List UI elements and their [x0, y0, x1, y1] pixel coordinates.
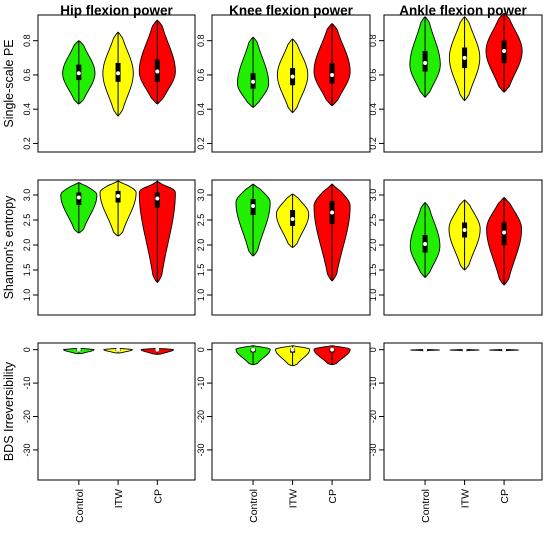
median-dot-cp-0-1 [330, 72, 335, 77]
panel-0-1-frame [211, 14, 371, 153]
panel-1-0-ytick-label: 2.0 [22, 239, 32, 252]
panel-1-2-ytick-label: 3.0 [368, 189, 378, 202]
median-dot-itw-0-0 [116, 71, 121, 76]
panel-1-1-ytick-label: 1.5 [196, 264, 206, 277]
median-dot-cp-0-0 [155, 69, 160, 74]
median-dot-cp-0-2 [502, 48, 507, 53]
panel-1-0-ytick-label: 3.0 [22, 189, 32, 202]
median-dot-control-1-1 [251, 204, 256, 208]
panel-1-0-frame [37, 179, 196, 316]
column-title-hip-flexion-power: Hip flexion power [60, 3, 173, 18]
panel-2-2-frame [383, 342, 543, 481]
panel-0-0-ytick-label: 0.6 [22, 69, 32, 82]
panel-0-0-ytick-label: 0.2 [22, 137, 32, 150]
panel-2-2-ytick-label: 0 [368, 347, 378, 352]
panel-2-1-ytick-label: -20 [196, 410, 206, 423]
panel-0-1-ytick-label: 0.2 [196, 137, 206, 150]
panel-1-0-ytick-label: 1.5 [22, 264, 32, 277]
panel-1-1-frame [211, 179, 371, 316]
median-dot-control-2-1 [251, 347, 256, 352]
median-dot-cp-1-2 [502, 230, 507, 235]
median-dot-cp-1-1 [330, 210, 335, 215]
panel-2-2-ytick-label: -30 [368, 443, 378, 456]
median-dot-itw-1-0 [116, 194, 121, 198]
median-dot-control-0-2 [423, 60, 428, 65]
panel-2-0-ytick-label: 0 [22, 347, 32, 352]
xtick-label-itw-0: ITW [113, 489, 125, 508]
row-label-single-scale-pe: Single-scale PE [2, 39, 16, 127]
panel-2-1-ytick-label: -10 [196, 377, 206, 390]
median-dot-control-1-0 [76, 195, 81, 200]
column-title-knee-flexion-power: Knee flexion power [229, 3, 354, 18]
row-label-bds-irreversibility: BDS Irreversibility [2, 361, 16, 461]
median-dot-cp-1-0 [155, 196, 160, 201]
xtick-label-cp-2: CP [499, 489, 511, 504]
panel-1-1-ytick-label: 3.0 [196, 189, 206, 202]
panel-0-1-ytick-label: 0.8 [196, 34, 206, 47]
xtick-label-itw-1: ITW [288, 489, 300, 508]
xtick-label-control-0: Control [74, 489, 86, 523]
row-label-shannon-s-entropy: Shannon's entropy [2, 195, 16, 300]
panel-1-0-ytick-label: 1.0 [22, 289, 32, 302]
median-dot-itw-0-2 [462, 55, 467, 60]
median-dot-itw-1-1 [290, 217, 295, 221]
panel-1-2-ytick-label: 2.5 [368, 214, 378, 227]
median-dot-itw-2-1 [290, 347, 295, 352]
panel-1-2-frame [383, 179, 543, 316]
xtick-label-cp-1: CP [327, 489, 339, 504]
panel-1-2-ytick-label: 1.5 [368, 264, 378, 277]
panel-0-1-ytick-label: 0.6 [196, 69, 206, 82]
panel-0-2-ytick-label: 0.4 [368, 103, 378, 116]
panel-0-0-ytick-label: 0.4 [22, 103, 32, 116]
panel-1-1-ytick-label: 1.0 [196, 289, 206, 302]
panel-0-2-frame [383, 14, 543, 153]
panel-2-1-frame [211, 342, 371, 481]
panel-2-1-ytick-label: -30 [196, 443, 206, 456]
xtick-label-control-2: Control [420, 489, 432, 523]
panel-0-2-ytick-label: 0.2 [368, 137, 378, 150]
panel-2-0-ytick-label: -10 [22, 377, 32, 390]
panel-2-0-frame [37, 342, 196, 481]
median-dot-cp-2-1 [330, 347, 335, 352]
panel-1-0-ytick-label: 2.5 [22, 214, 32, 227]
median-dot-control-1-2 [423, 242, 428, 246]
panel-0-1-ytick-label: 0.4 [196, 103, 206, 116]
median-dot-cp-2-2 [502, 348, 507, 353]
column-title-ankle-flexion-power: Ankle flexion power [399, 3, 527, 18]
panel-1-2-ytick-label: 1.0 [368, 289, 378, 302]
median-dot-cp-2-0 [155, 347, 160, 352]
median-dot-control-2-0 [76, 347, 81, 352]
panel-1-2-ytick-label: 2.0 [368, 239, 378, 252]
panel-2-0-ytick-label: -20 [22, 410, 32, 423]
xtick-label-control-1: Control [248, 489, 260, 523]
xtick-label-itw-2: ITW [460, 489, 472, 508]
median-dot-itw-0-1 [290, 74, 295, 79]
panel-1-1-ytick-label: 2.5 [196, 214, 206, 227]
median-dot-itw-2-2 [462, 348, 467, 353]
panel-2-2-ytick-label: -20 [368, 410, 378, 423]
median-dot-control-2-2 [423, 348, 428, 353]
median-dot-itw-1-2 [462, 228, 467, 232]
panel-0-0-ytick-label: 0.8 [22, 34, 32, 47]
panel-2-1-ytick-label: 0 [196, 347, 206, 352]
median-dot-control-0-0 [76, 71, 81, 76]
panel-0-2-ytick-label: 0.8 [368, 34, 378, 47]
panel-0-0-frame [37, 14, 196, 153]
panel-0-2-ytick-label: 0.6 [368, 69, 378, 82]
panel-1-1-ytick-label: 2.0 [196, 239, 206, 252]
median-dot-itw-2-0 [116, 347, 121, 352]
panel-2-2-ytick-label: -10 [368, 377, 378, 390]
median-dot-control-0-1 [251, 79, 256, 84]
panel-2-0-ytick-label: -30 [22, 443, 32, 456]
xtick-label-cp-0: CP [152, 489, 164, 504]
